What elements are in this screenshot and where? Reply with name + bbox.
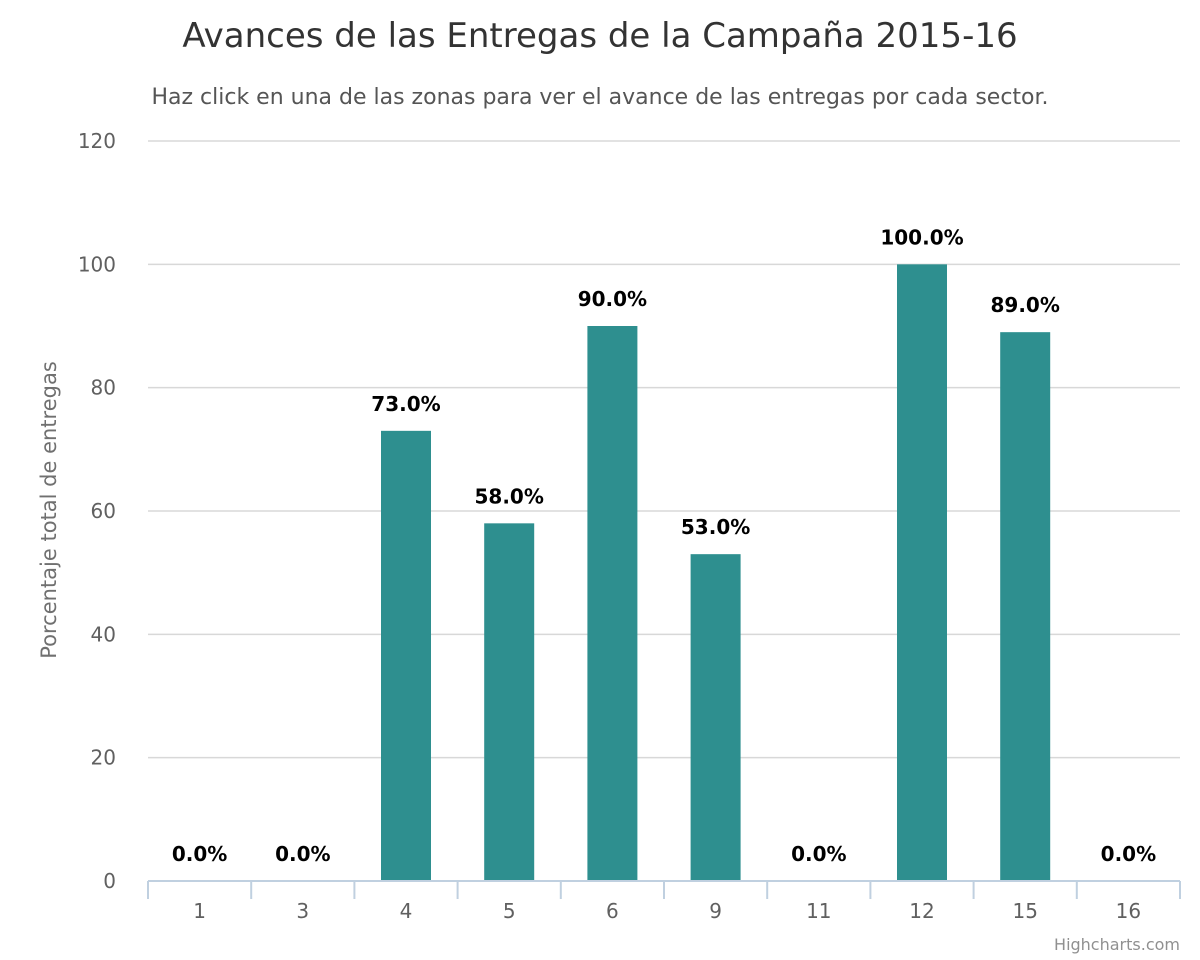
y-tick-label: 0 [103, 869, 116, 893]
data-label: 0.0% [1101, 842, 1156, 866]
y-axis-ticks: 0 20 40 60 80 100 120 [78, 129, 116, 893]
bar[interactable] [1000, 332, 1051, 882]
data-label: 90.0% [578, 287, 647, 311]
x-tick-label: 4 [400, 899, 413, 923]
data-label: 53.0% [681, 515, 750, 539]
x-tick-label: 1 [193, 899, 206, 923]
x-axis: 1 3 4 5 6 9 11 12 15 16 [147, 880, 1181, 923]
data-label: 0.0% [172, 842, 227, 866]
x-tick-label: 5 [503, 899, 516, 923]
bar[interactable] [690, 554, 741, 881]
bar[interactable] [484, 523, 535, 881]
bar[interactable] [587, 326, 638, 881]
data-label: 100.0% [880, 225, 963, 249]
data-label: 89.0% [991, 293, 1060, 317]
y-tick-label: 80 [91, 376, 116, 400]
y-tick-label: 60 [91, 499, 116, 523]
data-labels: 0.0% 0.0% 73.0% 58.0% 90.0% 53.0% 0.0% 100.0% 89… [172, 225, 1156, 866]
chart-subtitle: Haz click en una de las zonas para ver e… [151, 85, 1048, 110]
data-label: 0.0% [791, 842, 846, 866]
y-axis-label: Porcentaje total de entregas [37, 361, 61, 659]
y-tick-label: 120 [78, 129, 116, 153]
x-tick-label: 6 [606, 899, 619, 923]
x-tick-label: 12 [909, 899, 934, 923]
chart-title: Avances de las Entregas de la Campaña 20… [182, 16, 1017, 56]
y-tick-label: 40 [91, 622, 116, 646]
credits-link[interactable]: Highcharts.com [1054, 935, 1180, 954]
data-label: 73.0% [371, 392, 440, 416]
y-tick-label: 20 [91, 746, 116, 770]
x-tick-label: 16 [1116, 899, 1141, 923]
x-tick-label: 3 [296, 899, 309, 923]
x-tick-label: 15 [1012, 899, 1037, 923]
bar[interactable] [897, 264, 947, 881]
x-tick-label: 11 [806, 899, 831, 923]
x-tick-label: 9 [709, 899, 722, 923]
data-label: 58.0% [475, 484, 544, 508]
data-label: 0.0% [275, 842, 330, 866]
bar[interactable] [381, 430, 431, 881]
y-tick-label: 100 [78, 252, 116, 276]
bars [381, 264, 1051, 882]
